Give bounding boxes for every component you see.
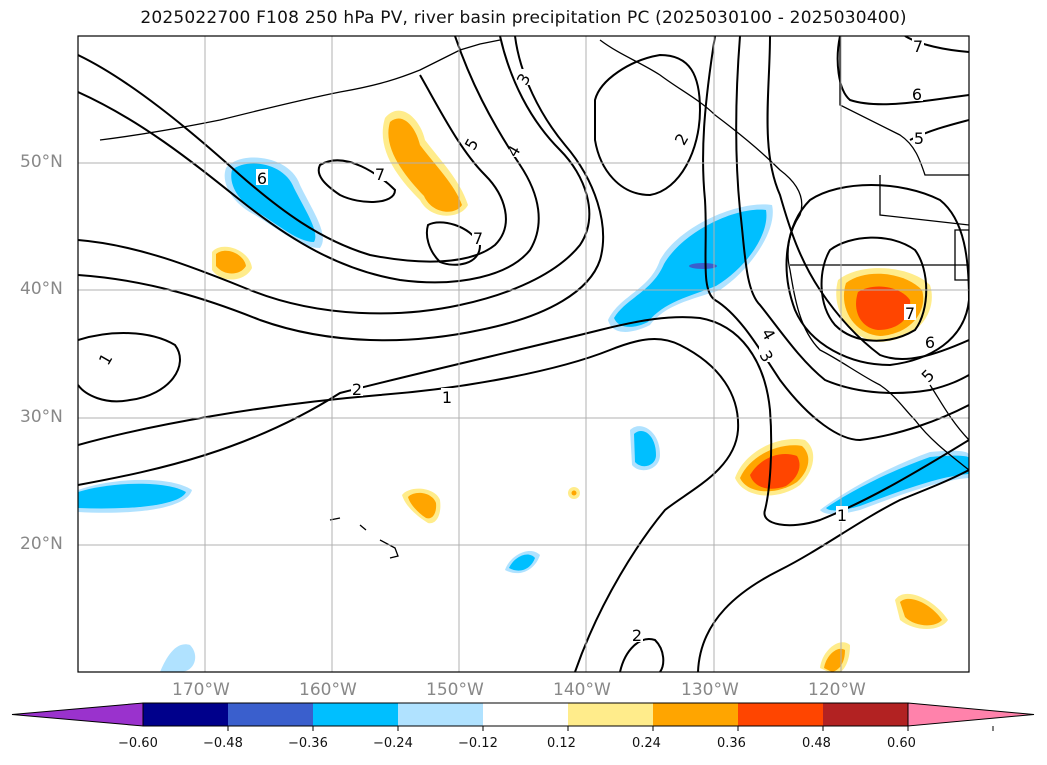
pv-cutoff-low-outer xyxy=(785,184,969,367)
lon-label-130w: 130°W xyxy=(681,680,739,700)
colorbar-segment xyxy=(313,703,398,726)
pv-contour-1-south xyxy=(78,338,740,672)
colorbar-segment xyxy=(568,703,653,726)
colorbar-tick: −0.48 xyxy=(203,736,243,751)
colorbar-extend-min xyxy=(11,702,144,727)
pv-contour-label: 7 xyxy=(913,37,923,56)
pv-contour-label: 6 xyxy=(925,333,935,352)
pv-contour-label: 5 xyxy=(914,129,924,148)
pv-contour-label-bg xyxy=(924,333,936,349)
pv-contour-label-bg xyxy=(467,134,479,150)
pv-contour-label-bg xyxy=(472,229,484,245)
pv-contour-label-bg xyxy=(904,304,916,320)
colorbar-tick: 0.36 xyxy=(717,736,746,751)
lon-label-150w: 150°W xyxy=(426,680,484,700)
pv-contour-ridge-c xyxy=(766,36,969,361)
pv-contour-1-subtropical xyxy=(697,469,969,672)
pv-contour-label-bg xyxy=(912,37,924,53)
colorbar-segment xyxy=(653,703,738,726)
pv-contour-label: 6 xyxy=(912,85,922,104)
pv-contour-ridge-a xyxy=(702,36,969,442)
colorbar-tick: −0.12 xyxy=(458,736,498,751)
pv-cutoff-low-inner xyxy=(820,236,928,342)
colorbar-segment xyxy=(483,703,568,726)
colorbar-segment xyxy=(398,703,483,726)
pv-contour-label-bg xyxy=(256,169,268,185)
negative-precip-shading xyxy=(78,157,969,672)
pv-contour-label-bg xyxy=(913,129,925,145)
lon-label-140w: 140°W xyxy=(553,680,611,700)
lon-label-160w: 160°W xyxy=(299,680,357,700)
pv-contour-label: 7 xyxy=(375,165,385,184)
pv-contour-label: 7 xyxy=(473,229,483,248)
pv-contour-label: 2 xyxy=(352,380,362,399)
colorbar-segment xyxy=(738,703,823,726)
gridlines xyxy=(78,36,969,672)
pv-contour-label-bg xyxy=(923,366,935,382)
colorbar xyxy=(11,702,1035,731)
colorbar-tick: −0.36 xyxy=(288,736,328,751)
pv-contour-label-bg xyxy=(761,324,773,340)
map-frame xyxy=(77,35,970,673)
map-title: 2025022700 F108 250 hPa PV, river basin … xyxy=(140,8,907,28)
pv-contour-label-bg xyxy=(509,141,521,157)
pv-contour-label: 1 xyxy=(442,388,452,407)
colorbar-segment xyxy=(143,703,228,726)
lat-label-50n: 50°N xyxy=(20,152,63,172)
colorbar-frame xyxy=(142,702,909,727)
pv-contour-label-bg xyxy=(631,626,643,642)
colorbar-tick: 0.24 xyxy=(632,736,661,751)
pv-contour-2-pacific-low xyxy=(619,638,665,672)
pv-contour-label-bg xyxy=(374,165,386,181)
pv-contour-label-bg xyxy=(101,349,113,365)
pv-contour-label-bg xyxy=(519,69,531,85)
pv-contour-label-bg xyxy=(759,346,771,362)
pv-contour-label: 7 xyxy=(905,304,915,323)
pv-contour-label-bg xyxy=(441,388,453,404)
pv-contour-label: 1 xyxy=(837,506,847,525)
colorbar-tick: −0.24 xyxy=(373,736,413,751)
colorbar-tick: 0.12 xyxy=(547,736,576,751)
map-panel xyxy=(78,36,969,672)
positive-precip-shading xyxy=(212,110,948,672)
lat-label-30n: 30°N xyxy=(20,407,63,427)
pv-contour-label-bg xyxy=(911,85,923,101)
pv-contour-label-bg xyxy=(351,380,363,396)
lat-label-20n: 20°N xyxy=(20,534,63,554)
lon-label-120w: 120°W xyxy=(808,680,866,700)
colorbar-extend-max xyxy=(907,702,1035,727)
colorbar-tick: 0.60 xyxy=(887,736,916,751)
colorbar-segment xyxy=(823,703,908,726)
pv-contours xyxy=(78,36,969,672)
pv-contour-label: 6 xyxy=(257,169,267,188)
colorbar-tick: −0.60 xyxy=(118,736,158,751)
colorbar-segment xyxy=(228,703,313,726)
pv-contour-label-bg xyxy=(677,129,689,145)
pv-contour-label-bg xyxy=(836,506,848,522)
pv-contour-label: 2 xyxy=(632,626,642,645)
pv-contour-trough xyxy=(78,36,591,315)
lat-label-40n: 40°N xyxy=(20,279,63,299)
lon-label-170w: 170°W xyxy=(172,680,230,700)
colorbar-tick: 0.48 xyxy=(802,736,831,751)
